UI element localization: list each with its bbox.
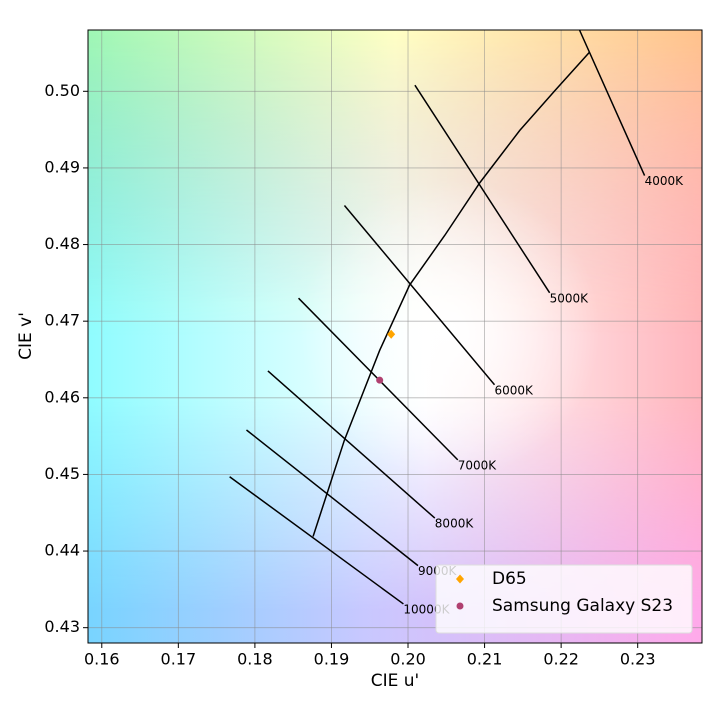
y-tick-label: 0.46 [44, 387, 80, 406]
isotherm-label: 7000K [458, 458, 498, 472]
planckian-locus [312, 51, 591, 537]
y-tick-label: 0.43 [44, 617, 80, 636]
legend-marker [456, 574, 464, 584]
ticks: 0.16 0.17 0.18 0.19 0.20 0.21 0.22 0.23 0.43 0.44… [44, 81, 655, 669]
isotherm-label: 8000K [435, 517, 475, 531]
x-tick-label: 0.18 [237, 650, 273, 669]
y-axis-label: CIE v' [16, 312, 36, 360]
isotherm [414, 84, 551, 294]
x-tick-label: 0.16 [84, 650, 120, 669]
isotherm-label: 4000K [645, 174, 685, 188]
y-tick-label: 0.44 [44, 541, 80, 560]
legend-box [435, 564, 693, 634]
point [387, 329, 396, 339]
grid [88, 30, 702, 643]
x-tick-label: 0.22 [543, 650, 579, 669]
x-tick-label: 0.23 [620, 650, 656, 669]
plot-background [88, 30, 702, 643]
isotherm-label: 5000K [550, 291, 590, 305]
legend-marker [456, 602, 464, 610]
isotherm-label: 6000K [495, 383, 535, 397]
legend: D65 Samsung Galaxy S23 [435, 564, 693, 634]
x-axis-label: CIE u' [371, 671, 419, 691]
plot-frame [87, 29, 703, 644]
isotherm [229, 476, 404, 605]
x-tick-label: 0.20 [390, 650, 426, 669]
x-tick-label: 0.17 [161, 650, 197, 669]
y-tick-label: 0.47 [44, 311, 80, 330]
isotherm [343, 204, 496, 386]
isotherm [246, 429, 419, 567]
legend-label: D65 [492, 569, 527, 589]
y-tick-label: 0.45 [44, 464, 80, 483]
isotherm [267, 370, 436, 519]
point [376, 376, 384, 384]
x-tick-label: 0.21 [467, 650, 503, 669]
isotherm [578, 29, 646, 176]
y-tick-label: 0.49 [44, 157, 80, 176]
y-tick-label: 0.48 [44, 234, 80, 253]
x-tick-label: 0.19 [314, 650, 350, 669]
legend-label: Samsung Galaxy S23 [492, 596, 673, 616]
y-tick-label: 0.50 [44, 81, 80, 100]
